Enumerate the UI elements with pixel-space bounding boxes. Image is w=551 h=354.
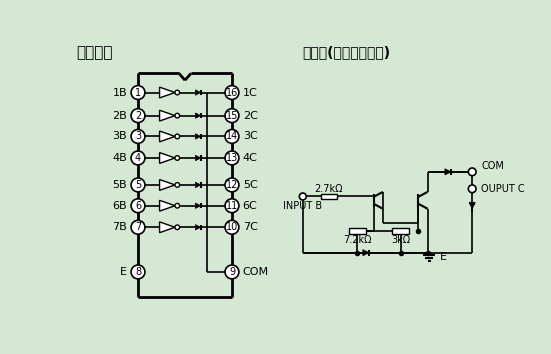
Text: 7: 7 [135, 222, 141, 232]
Text: 10: 10 [226, 222, 238, 232]
Circle shape [175, 183, 180, 187]
Polygon shape [160, 222, 175, 233]
Circle shape [131, 130, 145, 143]
Circle shape [175, 204, 180, 208]
Circle shape [131, 109, 145, 122]
Text: 8: 8 [135, 267, 141, 277]
Polygon shape [196, 113, 201, 118]
Text: 16: 16 [226, 87, 238, 98]
Circle shape [175, 90, 180, 95]
Circle shape [468, 168, 476, 176]
Polygon shape [196, 155, 201, 161]
Polygon shape [363, 250, 369, 256]
Text: 6: 6 [135, 201, 141, 211]
Circle shape [468, 185, 476, 193]
Circle shape [225, 265, 239, 279]
Polygon shape [196, 90, 201, 95]
Circle shape [131, 199, 145, 213]
Polygon shape [381, 207, 383, 209]
Circle shape [175, 156, 180, 160]
Text: 6B: 6B [112, 201, 127, 211]
Text: 5C: 5C [243, 180, 257, 190]
Text: 5B: 5B [112, 180, 127, 190]
Text: 逻辑框图: 逻辑框图 [77, 45, 113, 60]
Text: 3: 3 [135, 131, 141, 141]
Text: 2B: 2B [112, 111, 127, 121]
Circle shape [299, 193, 306, 200]
Polygon shape [160, 179, 175, 190]
Text: 6C: 6C [243, 201, 257, 211]
Circle shape [175, 225, 180, 230]
Text: COM: COM [482, 161, 504, 171]
Text: 2.7kΩ: 2.7kΩ [315, 184, 343, 194]
Text: 11: 11 [226, 201, 238, 211]
Text: 4B: 4B [112, 153, 127, 163]
Circle shape [175, 113, 180, 118]
Polygon shape [445, 169, 451, 175]
Text: 3C: 3C [243, 131, 257, 141]
Circle shape [131, 86, 145, 99]
Text: E: E [120, 267, 127, 277]
Text: 7B: 7B [112, 222, 127, 232]
Circle shape [175, 134, 180, 139]
Text: 7C: 7C [243, 222, 258, 232]
Text: OUPUT C: OUPUT C [482, 184, 525, 194]
Polygon shape [425, 207, 428, 209]
Circle shape [131, 151, 145, 165]
Bar [392, 228, 409, 234]
Text: 15: 15 [226, 111, 238, 121]
Circle shape [225, 130, 239, 143]
Text: 2: 2 [135, 111, 141, 121]
Text: 9: 9 [229, 267, 235, 277]
Text: 13: 13 [226, 153, 238, 163]
Circle shape [225, 220, 239, 234]
Polygon shape [160, 87, 175, 98]
Polygon shape [160, 200, 175, 211]
Text: 4: 4 [135, 153, 141, 163]
Text: 4C: 4C [243, 153, 258, 163]
Circle shape [225, 86, 239, 99]
Circle shape [225, 109, 239, 122]
Text: COM: COM [243, 267, 269, 277]
Polygon shape [196, 182, 201, 188]
Text: 3B: 3B [112, 131, 127, 141]
Polygon shape [196, 134, 201, 139]
Text: E: E [440, 252, 447, 262]
Polygon shape [196, 203, 201, 209]
Text: 1: 1 [135, 87, 141, 98]
Bar [349, 228, 366, 234]
Text: 1B: 1B [112, 87, 127, 98]
Text: 5: 5 [135, 180, 141, 190]
Circle shape [131, 178, 145, 192]
Circle shape [225, 178, 239, 192]
Text: 14: 14 [226, 131, 238, 141]
Text: 1C: 1C [243, 87, 257, 98]
Circle shape [225, 151, 239, 165]
Polygon shape [160, 153, 175, 163]
Polygon shape [160, 131, 175, 142]
Text: INPUT B: INPUT B [283, 201, 322, 211]
Text: 7.2kΩ: 7.2kΩ [343, 235, 372, 245]
Circle shape [225, 199, 239, 213]
Polygon shape [160, 110, 175, 121]
Polygon shape [469, 202, 476, 209]
Text: 示意图(每对达林顿管): 示意图(每对达林顿管) [302, 46, 390, 59]
Circle shape [131, 220, 145, 234]
Text: 3kΩ: 3kΩ [391, 235, 410, 245]
Circle shape [131, 265, 145, 279]
Polygon shape [196, 224, 201, 230]
Text: 12: 12 [226, 180, 238, 190]
Bar [321, 194, 337, 199]
Text: 2C: 2C [243, 111, 258, 121]
